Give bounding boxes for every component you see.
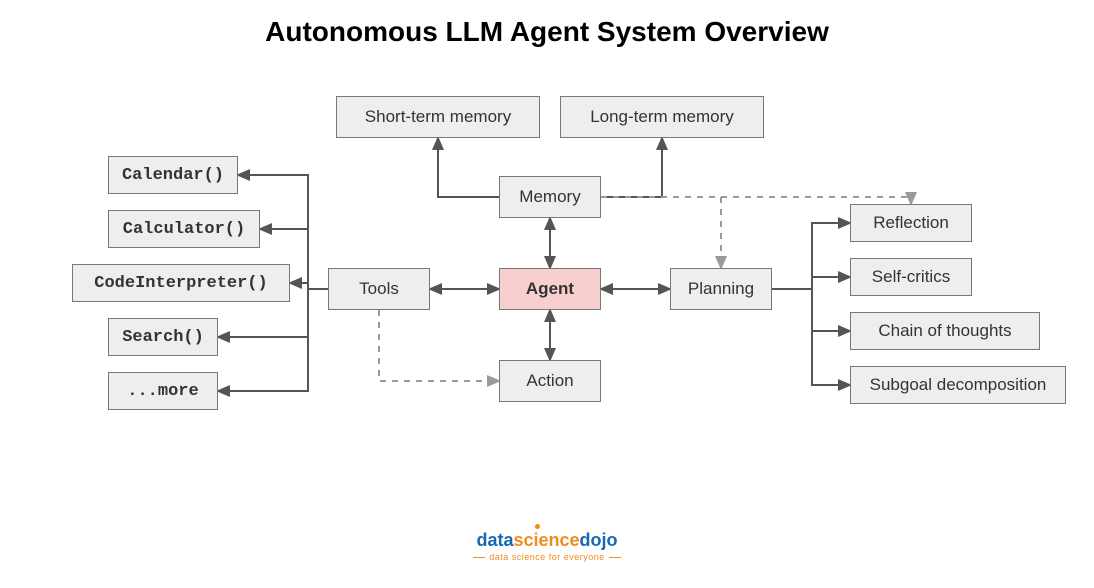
edge-15 [601,197,911,204]
node-ltm: Long-term memory [560,96,764,138]
diagram-canvas: Agent Memory Action Tools Planning Short-term… [0,0,1094,588]
logo-tagline: data science for everyone [0,552,1094,562]
node-tools: Tools [328,268,430,310]
logo-wordmark: datasciencedojo [0,530,1094,551]
node-codeint: CodeInterpreter() [72,264,290,302]
node-agent: Agent [499,268,601,310]
node-action: Action [499,360,601,402]
edge-14 [812,289,850,385]
node-search: Search() [108,318,218,356]
node-selfcritics: Self-critics [850,258,972,296]
edge-11 [772,223,850,289]
node-reflection: Reflection [850,204,972,242]
logo: datasciencedojo data science for everyon… [0,530,1094,562]
edge-17 [379,310,499,381]
node-more: ...more [108,372,218,410]
node-subgoal: Subgoal decomposition [850,366,1066,404]
node-planning: Planning [670,268,772,310]
edge-10 [218,289,308,391]
node-stm: Short-term memory [336,96,540,138]
edge-5 [601,138,662,197]
node-memory: Memory [499,176,601,218]
edge-4 [438,138,499,197]
node-calendar: Calendar() [108,156,238,194]
node-cot: Chain of thoughts [850,312,1040,350]
node-calculator: Calculator() [108,210,260,248]
